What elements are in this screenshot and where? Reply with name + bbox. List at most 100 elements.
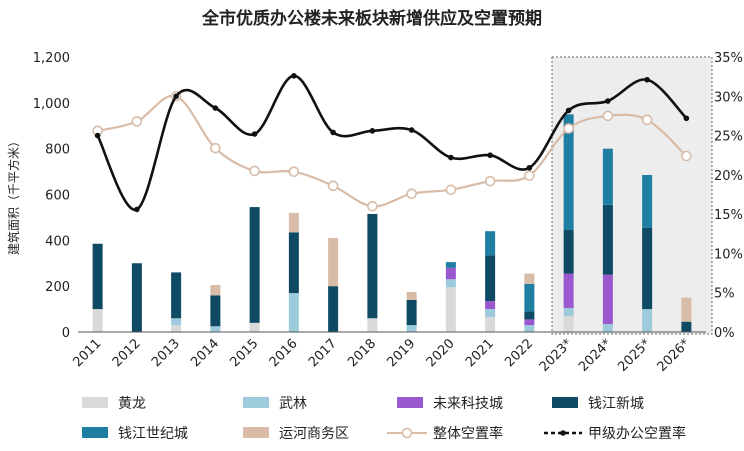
legend-swatch-3 (397, 397, 423, 408)
bar-4-8 (367, 213, 378, 319)
x-tick-label-7: 2017 (306, 336, 340, 370)
legend-label-4: 钱江新城 (588, 396, 644, 412)
bar-5-12 (524, 283, 535, 312)
point-1-13 (563, 123, 574, 134)
legend-swatch-2 (243, 397, 269, 408)
bar-2-9 (406, 325, 417, 332)
point-2-13 (565, 107, 572, 114)
bar-4-12 (524, 311, 535, 320)
y-tick-label-2: 200 (45, 280, 70, 295)
bar-1-10 (445, 287, 456, 332)
bar-4-15 (642, 227, 653, 310)
y-axis-label: 建筑面积（千平方米） (6, 135, 21, 255)
bar-2-6 (288, 293, 299, 332)
x-tick-label-10: 2020 (424, 336, 458, 370)
y2-tick-label-6: 25% (714, 130, 743, 145)
bar-4-7 (328, 286, 339, 332)
legend-swatch-1 (82, 397, 108, 408)
legend-label-6: 运河商务区 (279, 426, 349, 442)
x-tick-label-16: 2026* (655, 336, 694, 375)
x-tick-label-12: 2022 (502, 336, 536, 370)
bar-5-14 (602, 148, 613, 205)
bar-4-3 (171, 272, 182, 319)
legend-swatch-5 (82, 427, 108, 438)
bar-2-4 (210, 326, 221, 332)
point-2-4 (212, 105, 219, 111)
legend-item-3: 未来科技城 (397, 396, 503, 412)
line-series-1 (97, 94, 688, 208)
point-1-11 (484, 175, 496, 187)
bar-2-15 (642, 309, 653, 332)
point-1-6 (288, 166, 300, 178)
point-2-6 (291, 73, 297, 79)
bar-2-10 (445, 279, 456, 288)
bar-5-13 (563, 114, 574, 231)
point-2-3 (173, 93, 179, 100)
bar-6-9 (406, 291, 417, 300)
x-tick-label-11: 2021 (463, 336, 497, 370)
y2-tick-label-3: 10% (714, 247, 743, 262)
point-1-8 (367, 200, 378, 212)
bar-4-9 (406, 299, 417, 326)
legend-item-6: 运河商务区 (243, 426, 349, 442)
y-tick-label-6: 1,000 (33, 97, 70, 112)
y-tick-label-3: 400 (45, 234, 70, 249)
bar-6-4 (210, 285, 221, 296)
legend-item-4: 钱江新城 (552, 396, 644, 412)
bar-5-11 (485, 231, 496, 256)
legend-marker-8 (560, 430, 566, 436)
point-2-14 (605, 98, 611, 104)
y2-tick-label-1: 0% (714, 326, 735, 341)
point-2-16 (683, 115, 690, 122)
point-2-11 (487, 152, 493, 159)
point-2-1 (94, 132, 101, 139)
legend-label-3: 未来科技城 (433, 396, 503, 412)
legend-swatch-4 (552, 397, 578, 408)
legend-label-7: 整体空置率 (433, 425, 503, 442)
chart-title: 全市优质办公楼未来板块新增供应及空置预期 (201, 8, 542, 29)
legend-label-5: 钱江世纪城 (118, 426, 188, 442)
bar-4-13 (563, 230, 574, 274)
forecast-region (551, 56, 713, 335)
legend-label-1: 黄龙 (118, 395, 146, 412)
legend-label-8: 甲级办公空置率 (588, 425, 686, 442)
point-1-9 (406, 188, 417, 200)
point-2-5 (251, 131, 258, 137)
bar-2-13 (563, 307, 574, 316)
y-tick-label-1: 0 (62, 326, 70, 341)
x-tick-label-13: 2023* (537, 336, 576, 375)
x-tick-label-2: 2012 (110, 336, 144, 370)
bar-6-7 (328, 238, 339, 287)
legend-item-7: 整体空置率 (387, 425, 503, 442)
point-2-7 (330, 129, 336, 136)
x-tick-label-5: 2015 (227, 336, 261, 370)
legend-item-2: 武林 (243, 396, 307, 412)
legend-swatch-6 (243, 427, 269, 438)
bar-6-12 (524, 273, 535, 284)
point-2-15 (644, 76, 650, 83)
legend-item-1: 黄龙 (82, 395, 146, 412)
bar-1-11 (485, 317, 496, 332)
bar-3-14 (602, 274, 613, 324)
x-tick-label-14: 2024* (576, 336, 615, 375)
y2-tick-label-2: 5% (714, 287, 735, 302)
x-tick-label-15: 2025* (615, 336, 654, 375)
point-1-7 (327, 180, 339, 192)
bar-1-5 (249, 322, 260, 332)
bar-4-2 (131, 263, 142, 332)
x-tick-label-8: 2018 (345, 336, 379, 370)
bar-1-8 (367, 318, 378, 332)
bar-5-10 (445, 262, 456, 268)
legend-marker-7 (401, 427, 413, 439)
bar-5-15 (642, 175, 653, 228)
bar-2-12 (524, 325, 535, 332)
bar-3-11 (485, 301, 496, 310)
bar-3-13 (563, 273, 574, 308)
point-2-10 (448, 154, 454, 161)
x-tick-label-6: 2016 (267, 336, 301, 370)
bar-4-11 (485, 255, 496, 302)
y2-tick-label-7: 30% (714, 90, 743, 105)
bar-4-6 (288, 232, 299, 294)
bar-2-14 (602, 323, 613, 332)
